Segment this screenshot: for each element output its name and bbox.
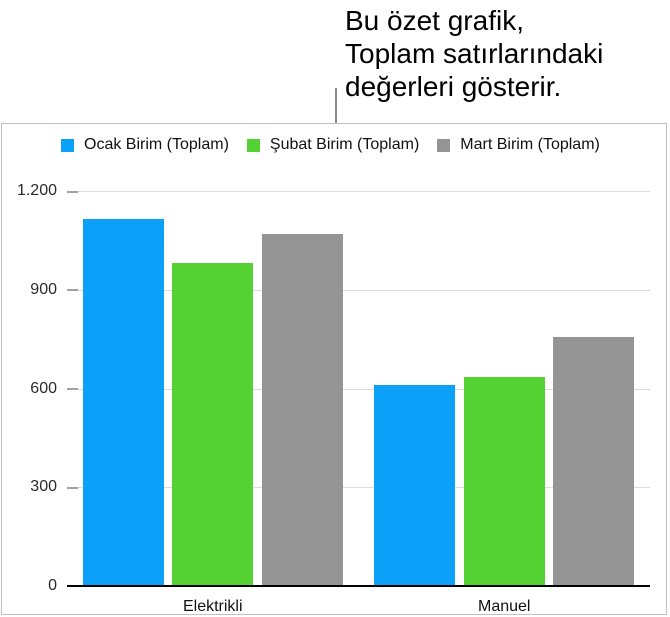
y-axis-label-0: 0 bbox=[48, 577, 57, 594]
legend-label: Mart Birim (Toplam) bbox=[460, 136, 600, 153]
x-axis-label-manuel: Manuel bbox=[478, 598, 531, 615]
legend-swatch-blue bbox=[61, 138, 74, 152]
legend-swatch-gray bbox=[437, 138, 451, 152]
tick-1.200 bbox=[67, 190, 78, 193]
legend-label: Şubat Birim (Toplam) bbox=[269, 136, 420, 153]
tick-600 bbox=[67, 388, 78, 390]
legend-label: Ocak Birim (Toplam) bbox=[84, 136, 229, 153]
callout-text: Bu özet grafik, Toplam satırlarındaki de… bbox=[345, 4, 603, 103]
callout-pointer-line bbox=[335, 88, 337, 124]
x-axis-line bbox=[67, 585, 650, 587]
y-axis-label-1.200: 1.200 bbox=[16, 182, 57, 199]
callout-line-2: Toplam satırlarındaki bbox=[345, 38, 604, 69]
callout-line-1: Bu özet grafik, bbox=[345, 5, 524, 36]
bar-elektrikli-series-2[interactable] bbox=[172, 263, 254, 586]
bar-elektrikli-series-3[interactable] bbox=[261, 233, 343, 586]
callout-line-3: değerleri gösterir. bbox=[345, 71, 562, 102]
y-axis-label-600: 600 bbox=[30, 379, 57, 397]
bar-manuel-series-2[interactable] bbox=[463, 376, 545, 586]
tick-300 bbox=[67, 486, 78, 489]
chart-legend: Ocak Birim (Toplam) Şubat Birim (Toplam)… bbox=[61, 136, 600, 154]
y-axis-label-300: 300 bbox=[30, 478, 57, 496]
tick-900 bbox=[67, 289, 78, 292]
bar-manuel-series-1[interactable] bbox=[374, 385, 456, 586]
legend-swatch-green bbox=[246, 138, 260, 152]
gridline-1.200 bbox=[67, 191, 650, 192]
x-axis-label-elektrikli: Elektrikli bbox=[182, 598, 243, 615]
legend-item-mart[interactable]: Mart Birim (Toplam) bbox=[437, 136, 600, 154]
bar-elektrikli-series-1[interactable] bbox=[82, 218, 164, 586]
gridline-300 bbox=[67, 487, 650, 489]
y-axis-label-900: 900 bbox=[30, 280, 57, 298]
legend-item-ocak[interactable]: Ocak Birim (Toplam) bbox=[61, 136, 229, 154]
gridline-600 bbox=[67, 388, 650, 390]
legend-item-subat[interactable]: Şubat Birim (Toplam) bbox=[246, 136, 420, 154]
bar-manuel-series-3[interactable] bbox=[553, 337, 635, 586]
gridline-900 bbox=[67, 289, 650, 291]
bar-chart: Ocak Birim (Toplam) Şubat Birim (Toplam)… bbox=[1, 123, 667, 615]
